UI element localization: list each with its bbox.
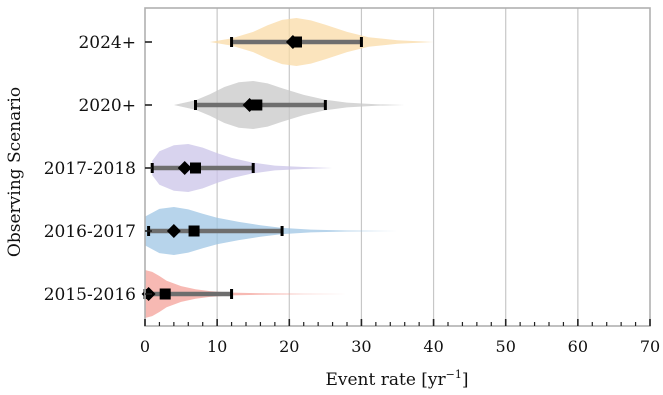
median-marker: [242, 98, 257, 112]
y-axis: 2015-2016 2016-2017 2017-2018 2020+ 2024+: [44, 33, 152, 305]
x-tick-label: 70: [640, 337, 660, 356]
median-marker: [285, 35, 300, 49]
y-tick-label: 2015-2016: [44, 285, 136, 305]
x-tick-label: 50: [496, 337, 516, 356]
y-axis-label: Observing Scenario: [5, 87, 25, 257]
median-marker: [166, 224, 181, 238]
y-tick-label: 2017-2018: [44, 159, 136, 179]
mean-marker: [251, 99, 263, 111]
median-marker: [177, 161, 192, 175]
y-tick-label: 2016-2017: [44, 222, 136, 242]
mean-marker: [190, 162, 201, 174]
mean-marker: [188, 225, 200, 237]
x-axis: 0 10 20 30 40 50 60 70: [140, 319, 660, 356]
x-tick-label: 0: [140, 337, 150, 356]
plot-frame: [144, 7, 651, 327]
y-tick-label: 2024+: [78, 33, 136, 53]
x-axis-label: Event rate [yr−1]: [325, 368, 468, 390]
violin-2015-2016: [145, 270, 347, 318]
x-tick-label: 20: [279, 337, 299, 356]
x-tick-label: 40: [423, 337, 443, 356]
mean-marker: [159, 288, 171, 300]
x-tick-label: 60: [568, 337, 588, 356]
x-tick-label: 10: [207, 337, 227, 356]
y-tick-label: 2020+: [78, 96, 136, 116]
x-tick-label: 30: [351, 337, 371, 356]
